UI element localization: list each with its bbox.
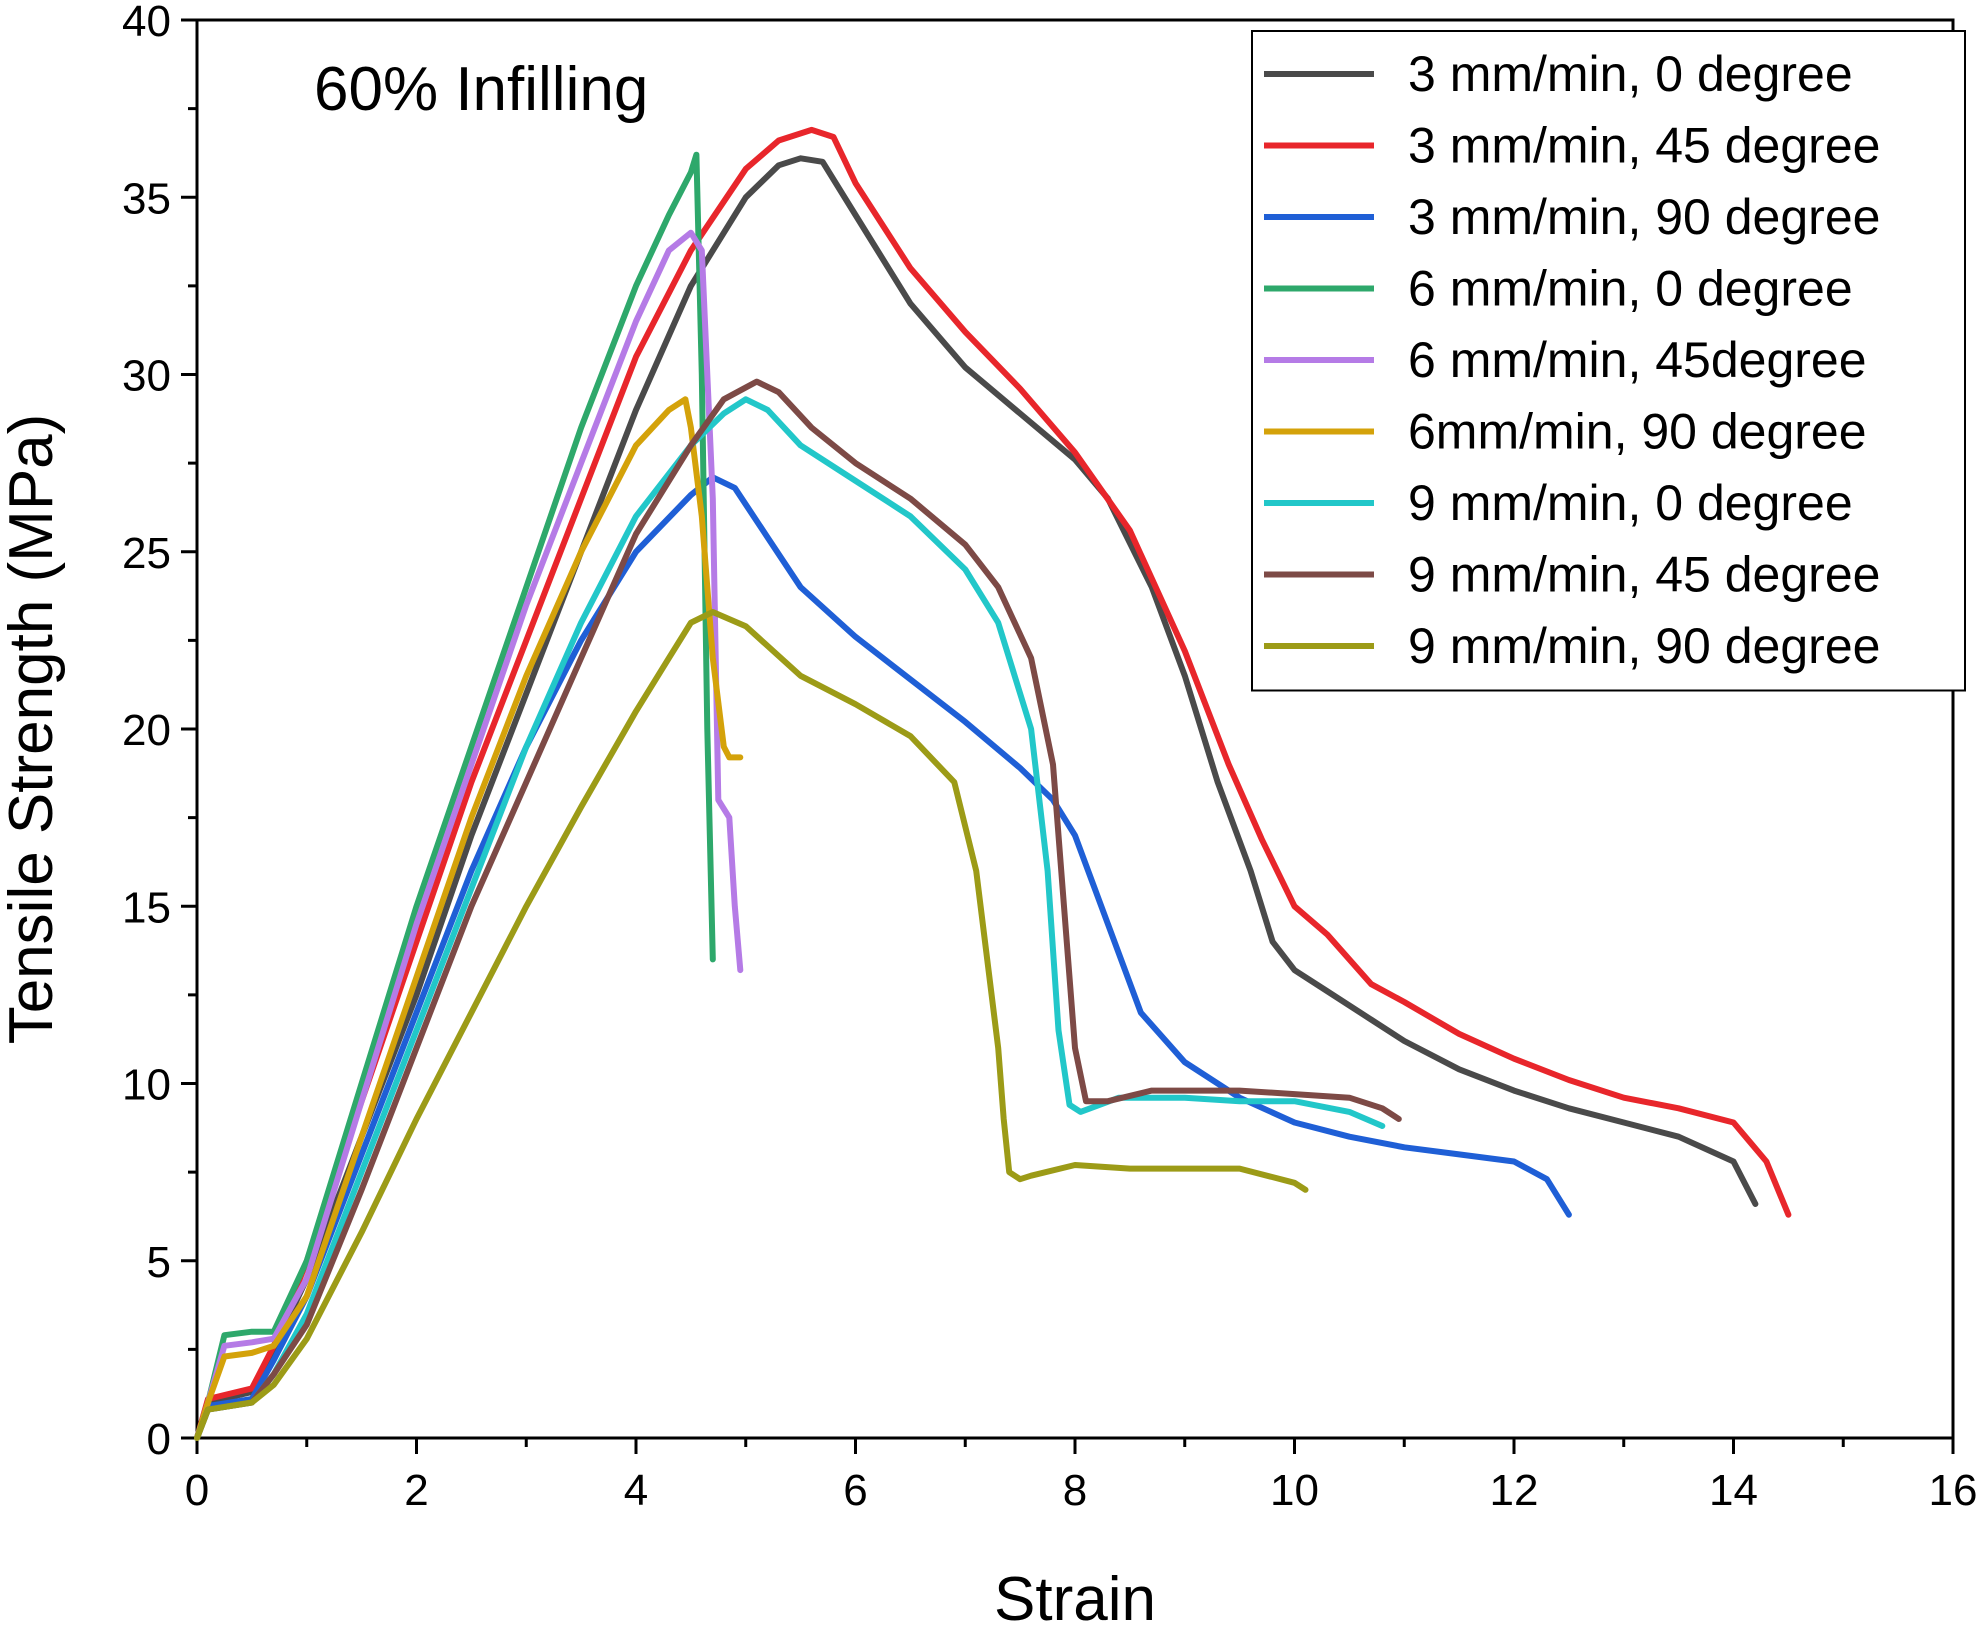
x-tick-label: 6 bbox=[843, 1466, 867, 1515]
series-line-7 bbox=[194, 396, 1386, 1441]
series-line-3 bbox=[194, 474, 1572, 1441]
axis-ticks: 0 2 4 6 8 10 12 14 16 0 5 10 15 20 25 30 35 40 bbox=[122, 0, 1977, 1515]
legend: 3 mm/min, 0 degree 3 mm/min, 45 degree 3 m… bbox=[1251, 30, 1966, 692]
x-tick-label: 0 bbox=[185, 1466, 209, 1515]
y-tick-label: 25 bbox=[122, 529, 171, 578]
y-tick-label: 30 bbox=[122, 352, 171, 401]
x-axis-title: Strain bbox=[994, 1565, 1156, 1634]
y-tick-label: 10 bbox=[122, 1061, 171, 1110]
y-tick-label: 0 bbox=[147, 1415, 171, 1464]
y-tick-label: 15 bbox=[122, 883, 171, 932]
series-line-9 bbox=[194, 609, 1309, 1441]
y-tick-label: 5 bbox=[147, 1238, 171, 1287]
legend-label: 3 mm/min, 90 degree bbox=[1408, 189, 1880, 245]
y-axis-title: Tensile Strength (MPa) bbox=[0, 414, 66, 1045]
x-tick-label: 16 bbox=[1929, 1466, 1978, 1515]
series-line-8 bbox=[194, 378, 1402, 1441]
x-tick-label: 8 bbox=[1063, 1466, 1087, 1515]
x-tick-label: 12 bbox=[1490, 1466, 1539, 1515]
series-line-6 bbox=[194, 396, 744, 1441]
legend-label: 6 mm/min, 45degree bbox=[1408, 332, 1867, 388]
chart-annotation: 60% Infilling bbox=[314, 55, 648, 124]
legend-label: 9 mm/min, 45 degree bbox=[1408, 547, 1880, 603]
legend-label: 9 mm/min, 90 degree bbox=[1408, 618, 1880, 674]
x-tick-label: 10 bbox=[1270, 1466, 1319, 1515]
y-tick-label: 40 bbox=[122, 0, 171, 46]
series-line-1 bbox=[194, 155, 1759, 1441]
legend-label: 9 mm/min, 0 degree bbox=[1408, 475, 1853, 531]
series-lines bbox=[194, 126, 1792, 1441]
legend-label: 6mm/min, 90 degree bbox=[1408, 404, 1867, 460]
series-line-4 bbox=[194, 151, 716, 1441]
x-tick-label: 4 bbox=[624, 1466, 648, 1515]
x-tick-label: 2 bbox=[404, 1466, 428, 1515]
legend-label: 3 mm/min, 45 degree bbox=[1408, 118, 1880, 174]
series-line-2 bbox=[194, 126, 1792, 1441]
y-tick-label: 35 bbox=[122, 174, 171, 223]
legend-label: 6 mm/min, 0 degree bbox=[1408, 261, 1853, 317]
x-tick-label: 14 bbox=[1709, 1466, 1758, 1515]
legend-label: 3 mm/min, 0 degree bbox=[1408, 46, 1853, 102]
y-tick-label: 20 bbox=[122, 706, 171, 755]
